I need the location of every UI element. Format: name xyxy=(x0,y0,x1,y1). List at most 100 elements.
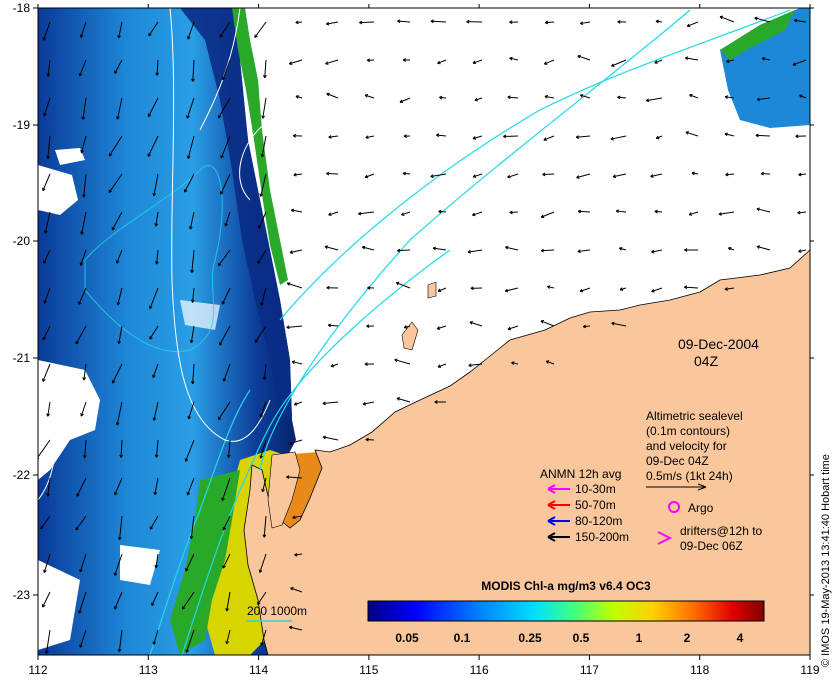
velocity-arrow xyxy=(577,55,591,61)
nearshore-deep-band xyxy=(180,8,292,420)
island-1 xyxy=(401,321,419,351)
velocity-arrowhead xyxy=(288,441,293,445)
isobath-200m xyxy=(279,9,791,321)
anmn-arrowhead-icon xyxy=(547,500,556,510)
velocity-arrow xyxy=(75,515,87,531)
altimetric-line-5: 0.5m/s (1kt 24h) xyxy=(646,469,733,483)
velocity-arrow xyxy=(579,287,591,292)
velocity-arrow xyxy=(437,325,447,330)
velocity-arrow xyxy=(509,57,519,61)
latitude-axis: -18 -19 -20 -21 -22 -23 xyxy=(13,1,814,602)
velocity-arrowhead xyxy=(219,34,223,38)
velocity-arrow xyxy=(583,325,591,328)
velocity-arrow xyxy=(119,515,123,540)
velocity-arrowhead xyxy=(358,211,362,216)
velocity-arrowhead xyxy=(540,214,545,219)
velocity-arrowhead xyxy=(117,34,121,39)
velocity-arrow xyxy=(547,286,555,289)
velocity-arrowhead xyxy=(645,98,650,103)
velocity-arrowhead xyxy=(79,568,83,573)
velocity-arrow xyxy=(154,477,159,495)
velocity-arrowhead xyxy=(507,95,511,100)
anmn-item-label: 150-200m xyxy=(575,530,629,544)
velocity-arrowhead xyxy=(115,422,120,426)
velocity-arrow xyxy=(260,401,267,418)
velocity-arrowhead xyxy=(467,249,471,254)
velocity-arrowhead xyxy=(577,54,581,59)
velocity-arrow xyxy=(192,287,195,303)
velocity-arrow xyxy=(219,21,231,38)
velocity-arrow xyxy=(396,282,411,289)
velocity-arrowhead xyxy=(799,94,803,98)
velocity-arrowhead xyxy=(43,113,47,117)
velocity-arrow xyxy=(43,97,51,117)
velocity-arrowhead xyxy=(260,302,264,306)
velocity-arrowhead xyxy=(793,18,798,23)
velocity-arrow xyxy=(685,57,699,61)
velocity-arrow xyxy=(756,208,771,213)
velocity-arrowhead xyxy=(718,212,722,216)
velocity-arrow xyxy=(152,363,159,378)
velocity-arrow xyxy=(330,363,339,367)
velocity-arrowhead xyxy=(78,73,83,77)
velocity-arrow xyxy=(651,287,663,292)
velocity-arrowhead xyxy=(295,95,299,99)
velocity-arrowhead xyxy=(402,171,406,176)
longitude-axis: 112 113 114 115 116 117 118 119 xyxy=(28,4,820,677)
velocity-arrowhead xyxy=(43,230,48,234)
velocity-arrow xyxy=(185,439,195,462)
velocity-arrow xyxy=(611,322,627,327)
velocity-arrow xyxy=(47,59,51,77)
velocity-arrow xyxy=(42,21,51,41)
velocity-arrow xyxy=(262,477,267,492)
velocity-arrowhead xyxy=(221,497,225,501)
velocity-arrowhead xyxy=(290,586,294,591)
velocity-arrowhead xyxy=(189,339,194,344)
velocity-arrowhead xyxy=(190,299,195,303)
velocity-arrow xyxy=(724,287,735,290)
velocity-arrowhead xyxy=(615,209,620,214)
velocity-arrow xyxy=(222,59,231,80)
velocity-arrowhead xyxy=(472,136,477,140)
velocity-arrow xyxy=(149,325,159,340)
colorbar-title: MODIS Chl-a mg/m3 v6.4 OC3 xyxy=(481,579,651,593)
velocity-arrow xyxy=(358,211,375,215)
velocity-arrowhead xyxy=(364,174,369,179)
velocity-arrow xyxy=(792,59,807,66)
velocity-arrowhead xyxy=(184,189,188,193)
velocity-arrow xyxy=(188,401,195,420)
velocity-arrowhead xyxy=(262,376,267,380)
velocity-arrowhead xyxy=(439,95,443,100)
scale-arrow-icon xyxy=(646,483,707,491)
velocity-arrowhead xyxy=(260,154,265,158)
velocity-arrowhead xyxy=(651,288,655,293)
velocity-arrow xyxy=(684,286,699,289)
lat-tick-label: -23 xyxy=(13,588,31,602)
velocity-arrowhead xyxy=(114,491,118,496)
velocity-arrowhead xyxy=(402,58,406,62)
colorbar-tick-label: 0.1 xyxy=(454,631,471,645)
velocity-arrowhead xyxy=(469,321,473,325)
velocity-arrow xyxy=(295,95,303,99)
velocity-arrow xyxy=(322,401,339,404)
velocity-arrowhead xyxy=(761,56,766,61)
velocity-arrow xyxy=(153,173,159,197)
velocity-arrowhead xyxy=(290,208,295,213)
velocity-arrow xyxy=(156,249,159,265)
anmn-title: ANMN 12h avg xyxy=(540,467,621,481)
velocity-arrow xyxy=(651,249,663,253)
velocity-arrowhead xyxy=(292,515,296,520)
velocity-arrow xyxy=(47,135,51,159)
velocity-arrowhead xyxy=(610,136,614,141)
velocity-arrow xyxy=(289,249,303,254)
velocity-arrowhead xyxy=(684,285,688,290)
velocity-arrowhead xyxy=(190,381,195,385)
velocity-arrowhead xyxy=(397,19,401,24)
velocity-arrow xyxy=(798,173,807,176)
velocity-arrowhead xyxy=(147,113,152,118)
velocity-arrow xyxy=(114,553,123,576)
velocity-arrow xyxy=(257,249,267,264)
velocity-arrow xyxy=(155,211,159,227)
velocity-arrow xyxy=(362,246,375,251)
velocity-arrowhead xyxy=(689,93,693,98)
